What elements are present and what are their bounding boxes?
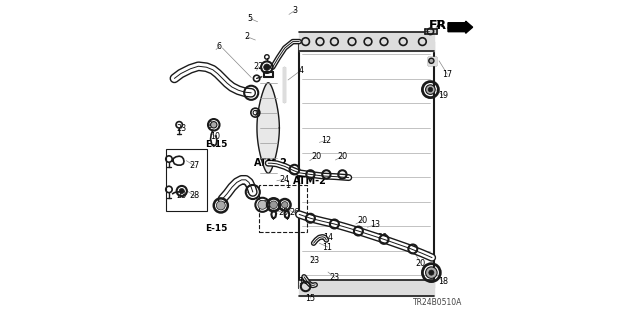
Text: 28: 28 xyxy=(189,191,200,200)
Text: 22: 22 xyxy=(253,62,264,71)
Text: 20: 20 xyxy=(378,233,388,242)
Text: 23: 23 xyxy=(330,273,340,282)
Polygon shape xyxy=(257,83,280,173)
Text: 20: 20 xyxy=(415,259,426,268)
Circle shape xyxy=(429,58,434,63)
Text: 6: 6 xyxy=(217,42,222,51)
Polygon shape xyxy=(428,57,436,65)
Circle shape xyxy=(211,122,217,128)
Text: 23: 23 xyxy=(177,124,187,133)
Text: ATM-2: ATM-2 xyxy=(254,158,288,168)
Text: 20: 20 xyxy=(338,152,348,161)
Polygon shape xyxy=(425,29,437,34)
Text: 8: 8 xyxy=(254,110,259,119)
Text: 27: 27 xyxy=(189,161,200,170)
Circle shape xyxy=(216,201,225,210)
Text: 23: 23 xyxy=(310,256,320,265)
Text: E-15: E-15 xyxy=(205,224,228,233)
Text: 20: 20 xyxy=(311,152,321,161)
Text: E-15: E-15 xyxy=(205,140,228,149)
Text: FR.: FR. xyxy=(429,19,452,32)
Text: 7: 7 xyxy=(246,186,251,195)
Polygon shape xyxy=(300,32,434,51)
Text: 16: 16 xyxy=(298,277,308,286)
Circle shape xyxy=(426,85,435,94)
Text: 12: 12 xyxy=(322,136,332,145)
Circle shape xyxy=(428,87,433,92)
Circle shape xyxy=(426,267,437,278)
Text: 23: 23 xyxy=(177,191,187,200)
Text: 3: 3 xyxy=(292,6,298,15)
Text: 10: 10 xyxy=(211,132,221,141)
Polygon shape xyxy=(300,280,434,296)
Circle shape xyxy=(282,202,288,208)
Text: 21: 21 xyxy=(436,20,446,29)
Circle shape xyxy=(258,200,267,209)
Circle shape xyxy=(179,188,184,194)
Text: 26: 26 xyxy=(290,208,300,217)
Text: 9: 9 xyxy=(207,121,212,130)
Text: 18: 18 xyxy=(438,277,448,286)
Text: 15: 15 xyxy=(306,294,316,303)
Circle shape xyxy=(429,270,434,275)
Text: TR24B0510A: TR24B0510A xyxy=(413,298,462,307)
Text: 5: 5 xyxy=(248,14,253,23)
FancyArrow shape xyxy=(448,21,472,33)
Text: 29: 29 xyxy=(259,200,269,209)
Text: 19: 19 xyxy=(438,91,448,100)
Bar xyxy=(166,149,207,211)
Circle shape xyxy=(264,64,270,70)
Polygon shape xyxy=(283,67,285,102)
Text: 4: 4 xyxy=(298,66,303,75)
Circle shape xyxy=(270,201,278,209)
Text: 17: 17 xyxy=(442,70,452,79)
Bar xyxy=(259,185,307,232)
Text: 1: 1 xyxy=(285,181,290,190)
Text: 25: 25 xyxy=(278,208,289,217)
Text: 11: 11 xyxy=(323,243,333,252)
Text: 20: 20 xyxy=(358,216,368,225)
Text: ATM-2: ATM-2 xyxy=(292,176,326,186)
Text: 2: 2 xyxy=(245,32,250,41)
Text: 24: 24 xyxy=(279,175,289,184)
Text: 13: 13 xyxy=(371,220,381,229)
Text: 14: 14 xyxy=(323,233,333,242)
